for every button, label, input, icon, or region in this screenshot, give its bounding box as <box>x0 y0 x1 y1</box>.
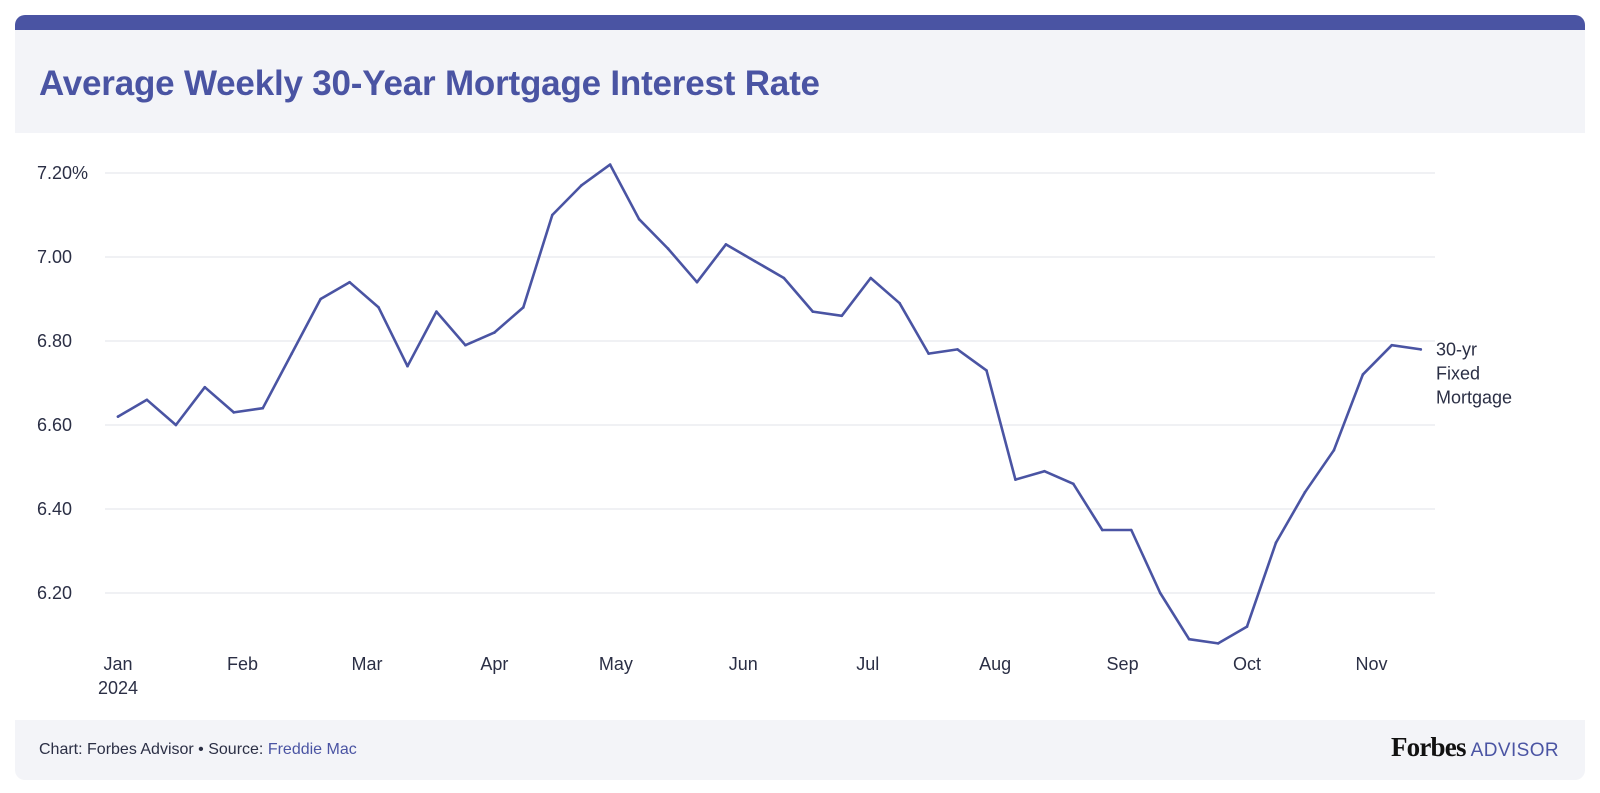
series-label-line: Fixed <box>1436 363 1480 383</box>
series-layer <box>116 163 1423 645</box>
chart-card: Average Weekly 30-Year Mortgage Interest… <box>15 15 1585 780</box>
data-point[interactable] <box>1187 637 1191 641</box>
data-point[interactable] <box>145 398 149 402</box>
data-point[interactable] <box>898 301 901 305</box>
data-point[interactable] <box>203 385 207 389</box>
x-tick-label: Mar <box>351 654 382 674</box>
data-point[interactable] <box>927 352 930 355</box>
data-point[interactable] <box>435 310 438 313</box>
data-point[interactable] <box>782 276 786 280</box>
x-tick-sublabel: 2024 <box>98 678 138 698</box>
x-tick-label: Jun <box>729 654 758 674</box>
data-point[interactable] <box>319 297 322 301</box>
data-point[interactable] <box>1332 448 1336 452</box>
y-tick-label: 7.20% <box>37 163 88 183</box>
data-point[interactable] <box>1245 625 1249 628</box>
data-point[interactable] <box>840 314 844 318</box>
data-point[interactable] <box>261 406 265 410</box>
y-tick-label: 6.80 <box>37 331 72 351</box>
chart-footer: Chart: Forbes Advisor • Source: Freddie … <box>15 720 1585 780</box>
data-point[interactable] <box>869 276 872 280</box>
data-point[interactable] <box>753 259 757 263</box>
chart-area: 7.20% 7.00 6.80 6.60 6.40 6.20 Jan 2024 Feb Mar A… <box>15 133 1585 733</box>
data-point[interactable] <box>550 213 554 217</box>
data-point[interactable] <box>695 280 699 284</box>
data-point[interactable] <box>1158 591 1162 595</box>
data-point[interactable] <box>406 364 409 368</box>
source-link[interactable]: Freddie Mac <box>267 741 357 758</box>
series-line <box>116 163 1423 645</box>
x-tick-label: Apr <box>480 654 508 674</box>
y-tick-label: 6.60 <box>37 415 72 435</box>
chart-header: Average Weekly 30-Year Mortgage Interest… <box>15 30 1585 133</box>
x-tick-label: Jan <box>103 654 132 674</box>
brand-logo: Forbes ADVISOR <box>1391 732 1559 763</box>
data-point[interactable] <box>579 184 583 187</box>
data-point[interactable] <box>290 352 294 355</box>
x-tick-label: Feb <box>227 654 258 674</box>
chart-title: Average Weekly 30-Year Mortgage Interest… <box>39 64 820 103</box>
data-point[interactable] <box>1274 541 1278 544</box>
data-point[interactable] <box>1303 490 1307 494</box>
x-tick-label: Jul <box>856 654 879 674</box>
data-point[interactable] <box>1101 528 1104 532</box>
data-point[interactable] <box>1043 469 1046 473</box>
data-point[interactable] <box>493 331 496 334</box>
x-tick-label: Nov <box>1356 654 1388 674</box>
y-tick-label: 7.00 <box>37 247 72 267</box>
data-point[interactable] <box>637 217 641 221</box>
y-axis-ticks: 7.20% 7.00 6.80 6.60 6.40 6.20 <box>37 163 88 603</box>
data-point[interactable] <box>985 369 988 372</box>
data-point[interactable] <box>464 343 467 347</box>
line-chart: 7.20% 7.00 6.80 6.60 6.40 6.20 Jan 2024 Feb Mar A… <box>37 163 1512 698</box>
y-tick-label: 6.20 <box>37 583 72 603</box>
series-label-line: 30-yr <box>1436 339 1477 359</box>
data-point[interactable] <box>811 310 815 313</box>
x-tick-label: Sep <box>1107 654 1139 674</box>
x-tick-label: Oct <box>1233 654 1261 674</box>
data-point[interactable] <box>1419 348 1423 351</box>
data-point[interactable] <box>1216 642 1220 645</box>
data-point[interactable] <box>1014 478 1017 481</box>
source-note: Chart: Forbes Advisor • Source: Freddie … <box>39 741 357 759</box>
data-point[interactable] <box>1072 482 1075 486</box>
data-point[interactable] <box>1129 528 1133 532</box>
x-tick-label: Aug <box>979 654 1011 674</box>
accent-bar <box>15 15 1585 30</box>
data-point[interactable] <box>116 415 120 418</box>
brand-forbes-wordmark: Forbes <box>1390 732 1466 762</box>
x-axis-ticks: Jan 2024 Feb Mar Apr May Jun Jul Aug Sep Oct Nov <box>98 654 1388 698</box>
y-tick-label: 6.40 <box>37 499 72 519</box>
data-point[interactable] <box>232 411 236 414</box>
gridlines <box>105 172 1435 594</box>
data-point[interactable] <box>1390 343 1394 347</box>
data-point[interactable] <box>608 163 612 166</box>
brand-advisor-wordmark: ADVISOR <box>1470 740 1559 761</box>
data-point[interactable] <box>1361 373 1365 376</box>
data-point[interactable] <box>956 348 959 351</box>
data-point[interactable] <box>724 243 728 246</box>
source-prefix: Chart: Forbes Advisor • Source: <box>39 741 268 758</box>
series-labels: 30-yr Fixed Mortgage <box>1436 339 1512 407</box>
x-tick-label: May <box>599 654 633 674</box>
data-point[interactable] <box>666 247 670 250</box>
data-point[interactable] <box>377 306 380 309</box>
data-point[interactable] <box>522 306 525 309</box>
series-label-line: Mortgage <box>1436 387 1512 407</box>
data-point[interactable] <box>174 423 178 427</box>
data-point[interactable] <box>348 280 351 284</box>
